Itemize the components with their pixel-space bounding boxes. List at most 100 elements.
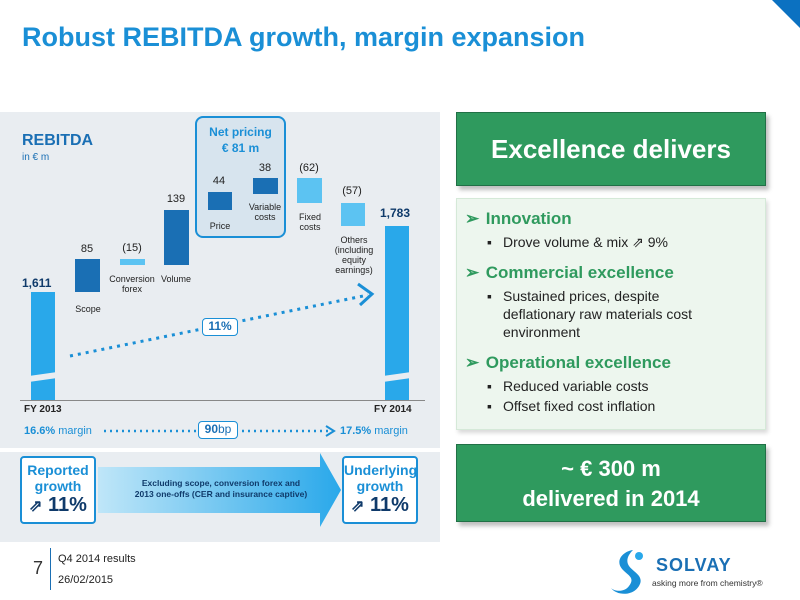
margin-2013: 16.6% margin <box>24 425 92 437</box>
margin-2013-word: margin <box>58 425 92 437</box>
reported-growth-value: ⇗ 11% <box>22 494 94 517</box>
heading-bullet-icon: ➢ <box>465 353 480 372</box>
footer-presentation: Q4 2014 results <box>58 553 136 565</box>
others-label-line1: Others <box>340 235 368 245</box>
list-item-continued: deflationary raw materials cost <box>503 306 693 322</box>
solvay-logo-icon <box>611 550 643 594</box>
bar-category-volume: Volume <box>160 274 192 284</box>
margin-delta-value: 90 <box>204 422 218 436</box>
bridge-arrow-text: Excluding scope, conversion forex and 20… <box>106 478 336 500</box>
others-label-line3: equity <box>341 255 367 265</box>
bar-fy2013 <box>31 292 55 400</box>
chart-title: REBITDA <box>22 132 94 149</box>
sub-bullet-icon: ▪ <box>487 234 492 250</box>
list-item: ▪ Drove volume & mix ⇗ 9% <box>487 233 761 251</box>
bar-label-volume: 139 <box>166 193 186 205</box>
sub-bullet-icon: ▪ <box>487 288 492 304</box>
sub-bullet-icon: ▪ <box>487 398 492 414</box>
bar-category-price: Price <box>209 221 231 231</box>
margin-arrow <box>104 425 336 437</box>
list-item: ▪ Reduced variable costs <box>487 377 761 395</box>
growth-arrow-head <box>357 282 375 307</box>
heading-text: Innovation <box>485 209 572 228</box>
bar-others <box>341 203 365 226</box>
bridge-text-line2: 2013 one-offs (CER and insurance captive… <box>134 489 308 499</box>
sub-text: Sustained prices, despite <box>503 288 660 304</box>
heading-text: Operational excellence <box>485 353 671 372</box>
fy2013-label: FY 2013 <box>24 404 62 415</box>
fy2014-label: FY 2014 <box>374 404 412 415</box>
net-pricing-box <box>195 116 286 238</box>
bridge-text-line1: Excluding scope, conversion forex and <box>141 478 301 488</box>
bar-category-forex: Conversion forex <box>106 274 158 294</box>
sub-text: Reduced variable costs <box>503 378 649 394</box>
sub-text: Drove volume & mix ⇗ 9% <box>503 234 668 250</box>
up-arrow-icon: ⇗ <box>351 498 365 515</box>
fixcost-label-line1: Fixed <box>298 212 321 222</box>
bridge-arrow <box>98 453 341 527</box>
reported-growth-box: Reported growth ⇗ 11% <box>20 456 96 524</box>
heading-bullet-icon: ➢ <box>465 263 480 282</box>
fixcost-label-line2: costs <box>299 222 321 232</box>
footer-date: 26/02/2015 <box>58 574 114 586</box>
bar-label-fy2013: 1,611 <box>22 276 52 290</box>
list-item: ▪ Sustained prices, despite <box>487 287 761 305</box>
underlying-value-text: 11% <box>370 494 409 516</box>
bar-label-forex: (15) <box>122 242 142 254</box>
bar-varcost <box>253 178 278 194</box>
margin-2014-value: 17.5% <box>340 425 372 437</box>
heading-text: Commercial excellence <box>485 263 674 282</box>
bar-forex <box>120 259 145 265</box>
forex-label-line1: Conversion <box>109 274 155 284</box>
x-axis <box>20 400 425 401</box>
varcost-label-line1: Variable <box>248 202 282 212</box>
list-item: ▪ Offset fixed cost inflation <box>487 397 761 415</box>
bar-label-fixcost: (62) <box>299 162 319 174</box>
bar-category-fixcost: Fixed costs <box>289 212 331 232</box>
list-content: ➢ Innovation ▪ Drove volume & mix ⇗ 9% ➢ … <box>465 209 761 415</box>
list-heading-innovation: ➢ Innovation <box>465 209 761 229</box>
margin-2013-value: 16.6% <box>24 425 56 437</box>
sub-bullet-icon: ▪ <box>487 378 492 394</box>
net-pricing-label: Net pricing <box>209 125 272 139</box>
delivered-text: delivered in 2014 <box>522 486 700 511</box>
heading-bullet-icon: ➢ <box>465 209 480 228</box>
growth-badge: 11% <box>202 318 238 336</box>
corner-decoration <box>772 0 800 28</box>
forex-label-line2: forex <box>121 284 142 294</box>
net-pricing-title: Net pricing € 81 m <box>195 124 286 156</box>
underlying-title-line1: Underlying <box>344 462 418 478</box>
solvay-tagline: asking more from chemistry® <box>652 578 763 588</box>
bar-label-varcost: 38 <box>258 162 272 174</box>
reported-title-line2: growth <box>34 478 82 494</box>
bar-label-price: 44 <box>212 175 226 187</box>
delivered-banner: ~ € 300 m delivered in 2014 <box>456 444 766 522</box>
page-number: 7 <box>33 558 44 578</box>
margin-delta-badge: 90bp <box>198 421 238 439</box>
underlying-growth-value: ⇗ 11% <box>344 494 416 517</box>
bar-price <box>208 192 232 210</box>
bar-scope <box>75 259 100 292</box>
net-pricing-value: € 81 m <box>221 141 260 155</box>
bar-label-scope: 85 <box>80 243 94 255</box>
others-label-line2: (including <box>334 245 374 255</box>
margin-2014: 17.5% margin <box>340 425 408 437</box>
others-label-line4: earnings) <box>335 265 373 275</box>
margin-2014-word: margin <box>374 425 408 437</box>
list-item-continued: environment <box>503 324 581 340</box>
bar-category-scope: Scope <box>75 304 101 314</box>
bar-label-others: (57) <box>342 185 362 197</box>
excellence-banner: Excellence delivers <box>456 112 766 186</box>
reported-title-line1: Reported <box>27 462 89 478</box>
up-arrow-icon: ⇗ <box>29 498 43 515</box>
footer-divider <box>50 548 51 590</box>
excellence-list: ➢ Innovation ▪ Drove volume & mix ⇗ 9% ➢ … <box>456 198 766 430</box>
bar-category-varcost: Variable costs <box>244 202 286 222</box>
underlying-growth-box: Underlying growth ⇗ 11% <box>342 456 418 524</box>
bar-label-fy2014: 1,783 <box>380 206 411 220</box>
chart-unit: in € m <box>22 152 50 163</box>
margin-delta-unit: bp <box>218 422 232 436</box>
varcost-label-line2: costs <box>254 212 276 222</box>
delivered-amount: ~ € 300 m <box>561 456 661 481</box>
bar-category-others: Others (including equity earnings) <box>330 235 378 275</box>
